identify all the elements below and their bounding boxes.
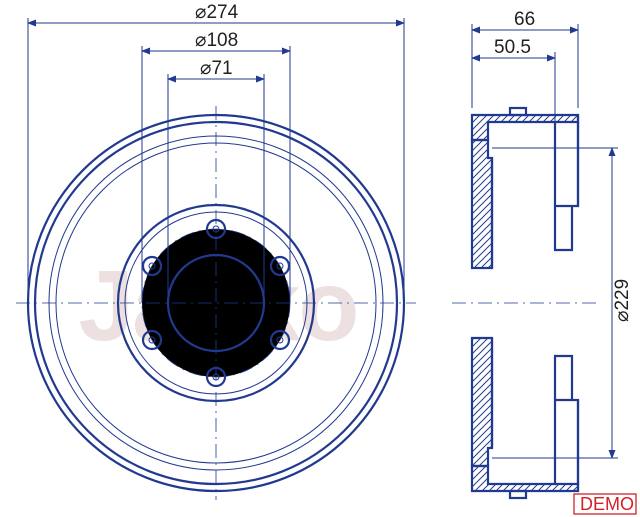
demo-text: DEMO xyxy=(580,494,634,514)
front-view xyxy=(16,106,416,500)
side-dimensions: 66 50.5 ⌀229 xyxy=(472,9,633,458)
demo-stamp: DEMO xyxy=(574,494,636,514)
dim-d229: ⌀229 xyxy=(612,279,633,322)
dim-d108: ⌀108 xyxy=(195,30,238,51)
dim-d71: ⌀71 xyxy=(200,58,233,79)
dim-w66: 66 xyxy=(514,9,535,30)
dim-d274: ⌀274 xyxy=(195,2,239,23)
engineering-drawing: Japko xyxy=(0,0,640,517)
side-view xyxy=(452,108,600,498)
dim-w50: 50.5 xyxy=(494,37,531,58)
